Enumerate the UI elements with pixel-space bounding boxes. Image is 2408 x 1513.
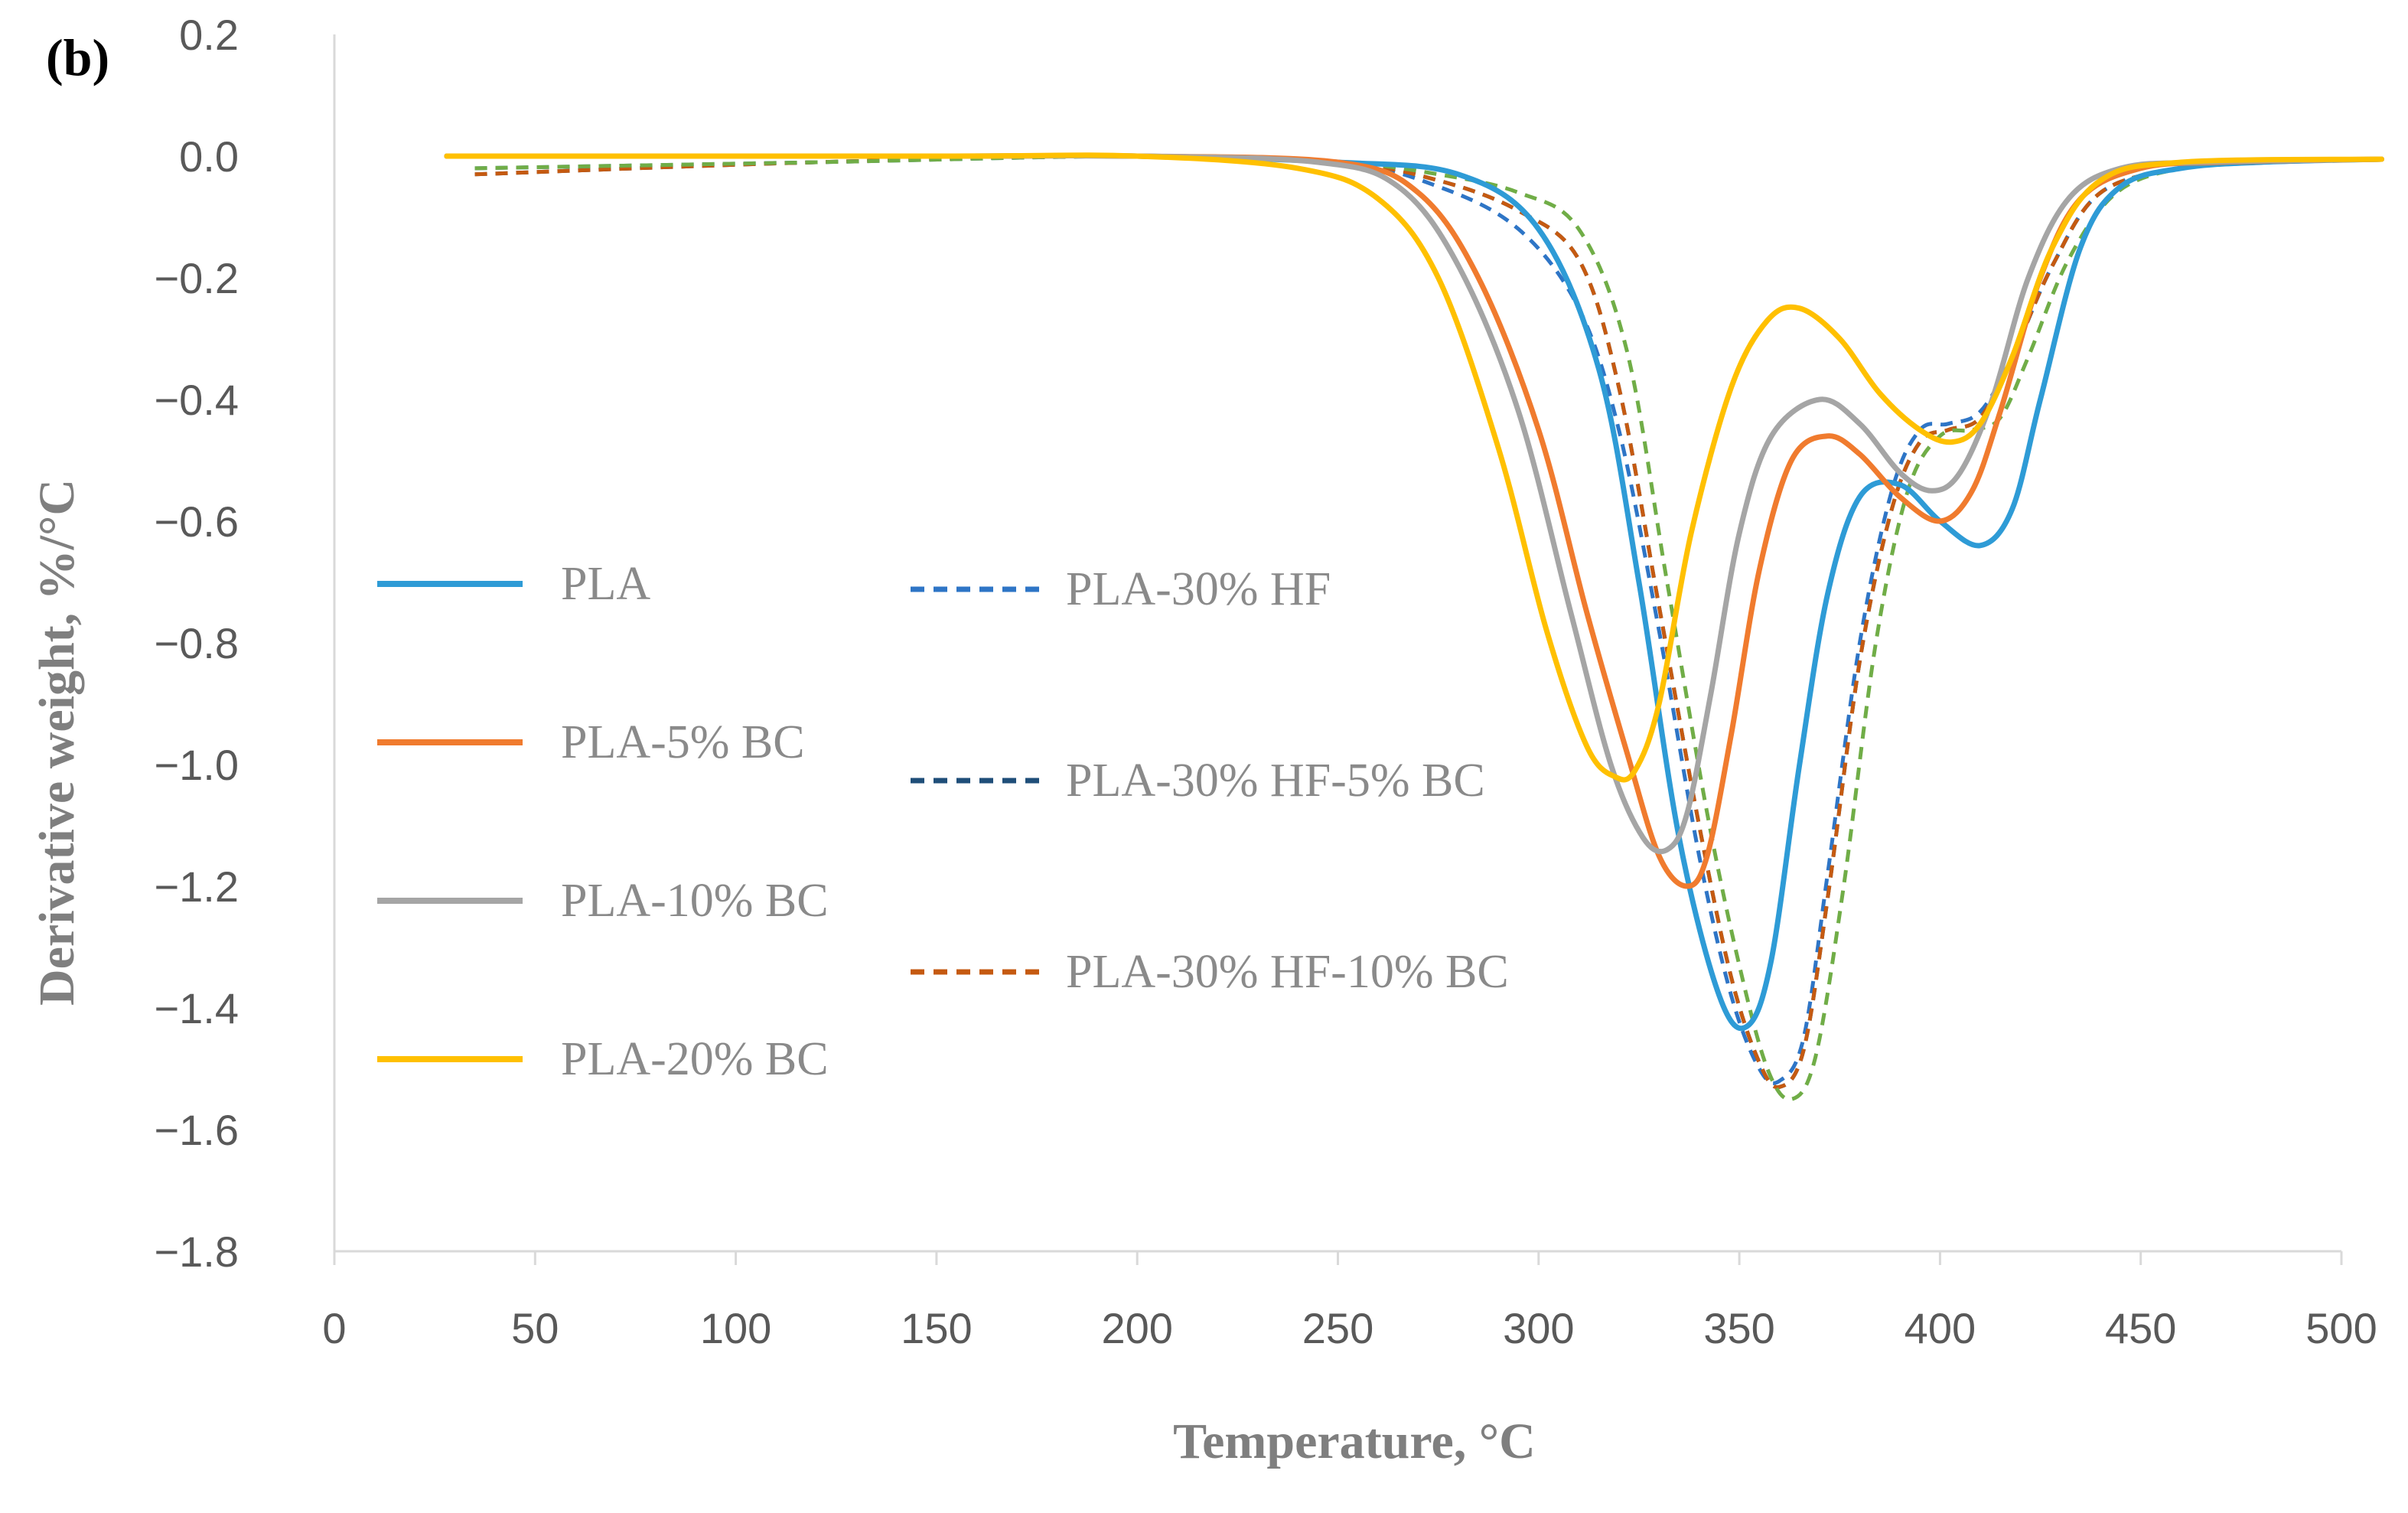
x-tick-label: 350 [1703, 1304, 1774, 1352]
y-tick-label: −1.2 [154, 862, 239, 911]
x-tick-label: 400 [1905, 1304, 1976, 1352]
y-tick-label: −0.8 [154, 619, 239, 667]
y-tick-label: −1.0 [154, 741, 239, 789]
legend: PLA PLA-5% BC PLA-10% BC PLA-20% BC PLA-30% … [377, 558, 1509, 1085]
legend-label-pla-30-hf-10-bc: PLA-30% HF-10% BC [1066, 946, 1509, 998]
x-tick-label: 450 [2105, 1304, 2176, 1352]
y-tick-label: −1.4 [154, 984, 239, 1032]
series-lines [444, 152, 2384, 1102]
x-tick-label: 200 [1101, 1304, 1172, 1352]
legend-label-pla-30-hf-5-bc: PLA-30% HF-5% BC [1066, 755, 1485, 807]
y-axis-ticks: 0.2 0.0 −0.2 −0.4 −0.6 −0.8 −1.0 −1.2 −1.4 −1.6 −1… [154, 11, 239, 1276]
x-tick-label: 500 [2305, 1304, 2377, 1352]
x-tick-label: 150 [901, 1304, 972, 1352]
series-line-pla-10-bc [444, 152, 2384, 855]
y-axis-title: Derivative weight, %/°C [29, 479, 85, 1006]
legend-label-pla: PLA [561, 558, 650, 610]
x-axis-ticks: 0 50 100 150 200 250 300 350 400 450 500 [322, 1251, 2377, 1352]
x-axis-title: Temperature, °C [1173, 1414, 1536, 1469]
series-line-unlabeled [474, 154, 2382, 1102]
y-tick-label: −1.8 [154, 1228, 239, 1276]
x-tick-label: 250 [1302, 1304, 1373, 1352]
legend-label-pla-5-bc: PLA-5% BC [561, 716, 805, 768]
y-tick-label: −0.6 [154, 497, 239, 546]
legend-label-pla-20-bc: PLA-20% BC [561, 1033, 829, 1085]
series-line-pla-30-hf [474, 154, 2382, 1085]
x-tick-label: 100 [700, 1304, 771, 1352]
y-tick-label: −1.6 [154, 1106, 239, 1154]
y-tick-label: −0.4 [154, 376, 239, 424]
legend-label-pla-10-bc: PLA-10% BC [561, 875, 829, 927]
panel-label: (b) [46, 28, 109, 86]
y-tick-label: −0.2 [154, 254, 239, 302]
y-tick-label: 0.0 [179, 132, 239, 181]
series-line-pla-30-hf-10-bc [474, 154, 2382, 1090]
y-tick-label: 0.2 [179, 11, 239, 59]
x-tick-label: 50 [511, 1304, 559, 1352]
legend-label-pla-30-hf: PLA-30% HF [1066, 563, 1331, 615]
x-tick-label: 300 [1503, 1304, 1574, 1352]
x-tick-label: 0 [322, 1304, 346, 1352]
series-line-pla-20-bc [444, 152, 2384, 783]
